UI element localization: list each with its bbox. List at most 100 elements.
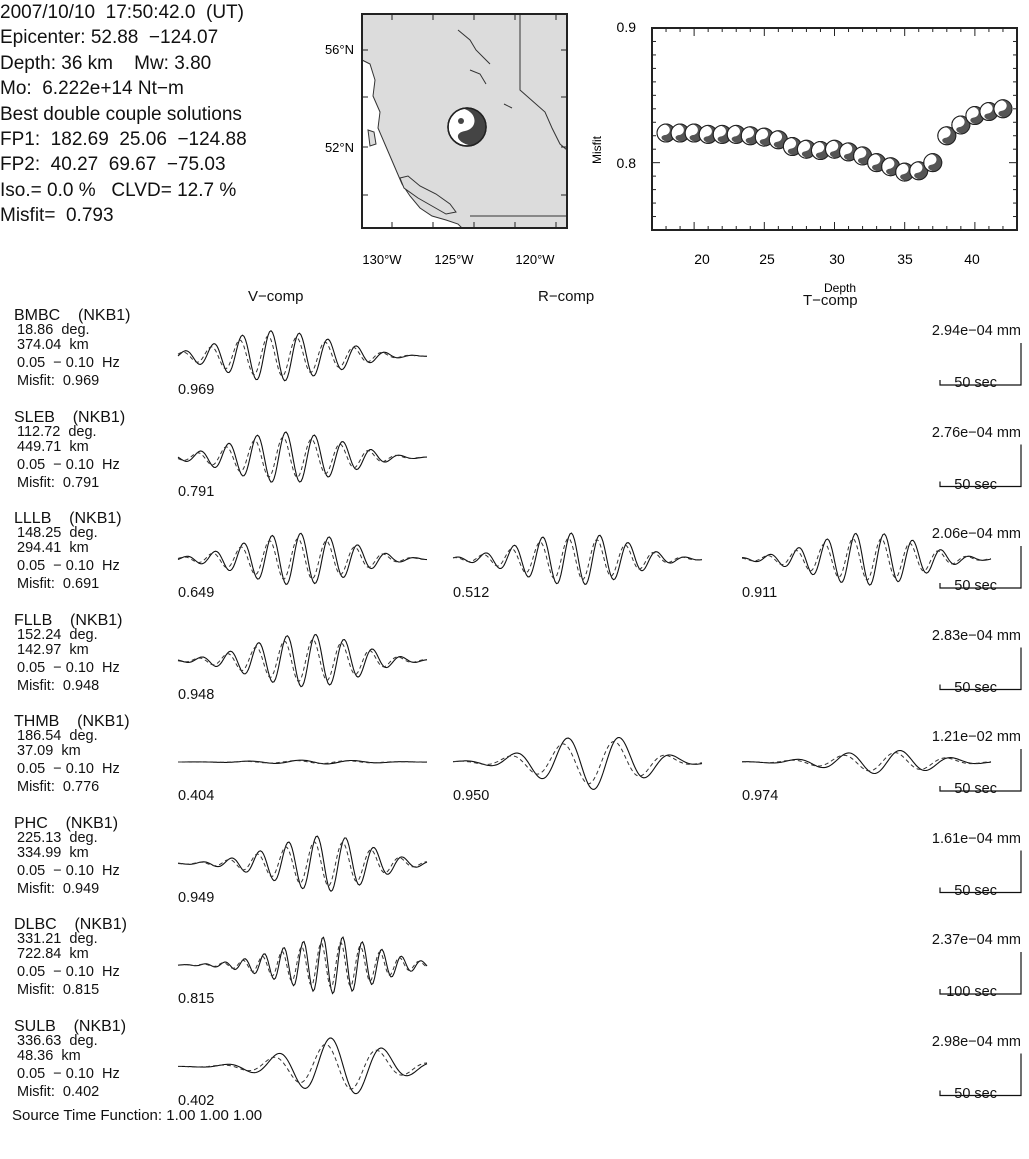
lat-label-52: 52°N: [325, 140, 354, 155]
event-origin-time: 2007/10/10 17:50:42.0 (UT): [0, 2, 244, 23]
observed-waveform: [177, 329, 427, 382]
station-azimuth: 336.63 deg.: [17, 1032, 98, 1049]
station-info: LLLB (NKB1) 148.25 deg. 294.41 km 0.05 − 0.…: [14, 511, 184, 592]
amplitude-scale-label: 2.76e−04 mm: [931, 424, 1021, 441]
station-azimuth: 152.24 deg.: [17, 626, 98, 643]
time-scale-label: 50 sec: [954, 476, 997, 493]
observed-waveform: [741, 749, 992, 775]
amplitude-scale-label: 1.61e−04 mm: [931, 830, 1021, 847]
component-misfit-r: 0.950: [453, 788, 490, 804]
misfit-point-beachball: [979, 101, 999, 121]
station-band: 0.05 − 0.10 Hz: [17, 964, 120, 980]
amplitude-scale-label: 2.06e−04 mm: [931, 526, 1021, 542]
component-misfit-r: 0.512: [453, 585, 490, 601]
observed-waveform: [452, 736, 703, 790]
synthetic-waveform: [178, 1043, 428, 1090]
synthetic-waveform: [452, 740, 703, 785]
station-info: FLLB (NKB1) 152.24 deg. 142.97 km 0.05 − 0.…: [14, 611, 184, 694]
event-depth-mw: Depth: 36 km Mw: 3.80: [0, 52, 212, 74]
misfit-point-beachball: [909, 161, 929, 181]
station-info: SLEB (NKB1) 112.72 deg. 449.71 km 0.05 − 0.…: [14, 409, 184, 491]
synthetic-waveform: [177, 841, 428, 887]
station-info: PHC (NKB1) 225.13 deg. 334.99 km 0.05 − 0.1…: [14, 815, 184, 897]
station-azimuth: 148.25 deg.: [17, 525, 98, 541]
scale-bar: [939, 850, 1022, 894]
lat-label-56: 56°N: [325, 42, 354, 57]
event-fp2: FP2: 40.27 69.67 −75.03: [0, 154, 226, 176]
amplitude-scale-label: 2.37e−04 mm: [931, 932, 1021, 948]
time-scale-label: 50 sec: [954, 781, 997, 797]
scale-bar: [939, 444, 1022, 488]
misfit-point-beachball: [993, 99, 1013, 119]
epicenter-map: 56°N 52°N 130°W 125°W 120°W: [325, 13, 568, 267]
component-misfit-v: 0.949: [178, 889, 215, 906]
station-misfit: Misfit: 0.402: [17, 1083, 100, 1100]
haida-gwaii: [367, 129, 377, 147]
station-misfit: Misfit: 0.948: [17, 677, 100, 694]
misfit-point-beachball: [951, 115, 971, 135]
component-misfit-v: 0.402: [178, 1092, 215, 1109]
chart-axis-ticks: [652, 27, 1017, 230]
amplitude-scale-label: 2.94e−04 mm: [931, 323, 1021, 339]
synthetic-waveform: [177, 942, 428, 989]
observed-waveform: [177, 532, 428, 586]
y-axis-label: Misfit: [590, 135, 604, 164]
station-misfit: Misfit: 0.969: [17, 373, 100, 389]
synthetic-waveform: [177, 537, 428, 580]
misfit-point-beachball: [810, 141, 830, 161]
component-misfit-t: 0.974: [742, 788, 779, 804]
station-name: DLBC (NKB1): [14, 916, 127, 933]
column-header-r: R−comp: [538, 288, 595, 305]
x-axis-label: Depth: [824, 281, 856, 295]
station-distance: 37.09 km: [17, 743, 81, 759]
observed-waveform: [177, 431, 427, 483]
map-ticks: [362, 14, 567, 228]
station-name: THMB (NKB1): [14, 713, 130, 730]
chart-points: [656, 99, 1013, 182]
station-band: 0.05 − 0.10 Hz: [17, 659, 120, 676]
misfit-point-beachball: [923, 153, 943, 173]
column-header-v: V−comp: [248, 288, 304, 305]
station-misfit: Misfit: 0.815: [17, 982, 100, 998]
station-name: BMBC (NKB1): [14, 307, 131, 324]
map-frame: [361, 13, 568, 229]
y-tick-0.9: 0.9: [617, 19, 637, 35]
station-distance: 142.97 km: [17, 641, 89, 658]
x-tick-40: 40: [964, 251, 980, 267]
scale-bar: [939, 647, 1022, 691]
event-epicenter: Epicenter: 52.88 −124.07: [0, 27, 219, 49]
amplitude-scale-label: 1.21e−02 mm: [931, 729, 1021, 745]
scale-bar: [939, 1053, 1022, 1097]
misfit-point-beachball: [768, 130, 788, 150]
misfit-point-beachball: [937, 126, 957, 146]
station-distance: 722.84 km: [17, 946, 89, 962]
amplitude-scale-label: 2.83e−04 mm: [931, 627, 1021, 644]
lake-1: [457, 29, 491, 65]
source-time-function: Source Time Function: 1.00 1.00 1.00: [12, 1107, 263, 1124]
observed-waveform: [178, 759, 427, 765]
event-iso-clvd: Iso.= 0.0 % CLVD= 12.7 %: [0, 179, 237, 201]
event-fp1: FP1: 182.69 25.06 −124.88: [0, 129, 247, 151]
event-moment: Mo: 6.222e+14 Nt−m: [0, 78, 184, 100]
observed-waveform: [741, 532, 992, 586]
event-misfit: Misfit= 0.793: [0, 205, 114, 227]
province-border: [519, 14, 568, 151]
x-tick-35: 35: [897, 251, 913, 267]
scale-bar: [939, 343, 1022, 386]
station-name: LLLB (NKB1): [14, 510, 122, 527]
time-scale-label: 50 sec: [954, 1085, 997, 1102]
map-ocean: [361, 59, 464, 229]
vancouver-island: [399, 175, 457, 215]
scale-bar: [939, 952, 1022, 995]
amplitude-scale-label: 2.98e−04 mm: [931, 1033, 1021, 1050]
station-name: FLLB (NKB1): [14, 611, 123, 629]
station-band: 0.05 − 0.10 Hz: [17, 558, 120, 574]
lon-label-125: 125°W: [434, 252, 474, 267]
station-band: 0.05 − 0.10 Hz: [17, 761, 120, 777]
scale-bar: [939, 546, 1022, 589]
station-info: THMB (NKB1) 186.54 deg. 37.09 km 0.05 − 0.1…: [14, 714, 184, 795]
time-scale-label: 100 sec: [946, 984, 997, 1000]
synthetic-waveform: [177, 335, 428, 377]
x-tick-20: 20: [694, 251, 710, 267]
